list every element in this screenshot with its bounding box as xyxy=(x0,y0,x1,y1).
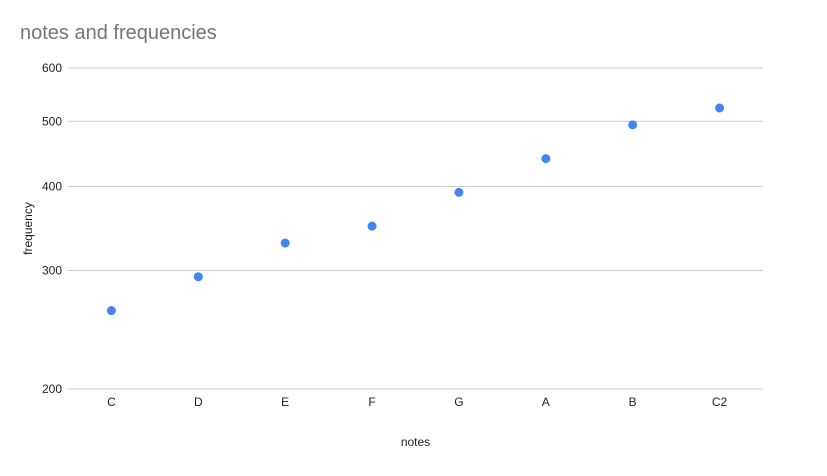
x-axis-ticks: C D E F G A B C2 xyxy=(107,395,727,409)
data-point xyxy=(106,306,116,316)
data-point xyxy=(454,187,464,197)
x-tick-label: B xyxy=(629,395,637,409)
y-axis-label: frequency xyxy=(21,202,35,255)
x-tick-label: C xyxy=(107,395,116,409)
y-axis-ticks: 200 300 400 500 600 xyxy=(42,61,62,396)
y-tick-label: 600 xyxy=(42,61,62,75)
y-tick-label: 400 xyxy=(42,179,62,193)
grid-lines xyxy=(68,67,763,390)
data-point xyxy=(280,238,290,248)
y-tick-label: 200 xyxy=(42,382,62,396)
data-points xyxy=(106,103,725,316)
data-point xyxy=(541,154,551,164)
x-tick-label: C2 xyxy=(712,395,728,409)
y-tick-label: 500 xyxy=(42,114,62,128)
x-tick-label: D xyxy=(194,395,203,409)
x-axis-label: notes xyxy=(401,435,430,449)
data-point xyxy=(715,103,725,113)
data-point xyxy=(193,272,203,282)
x-tick-label: E xyxy=(281,395,289,409)
chart-title: notes and frequencies xyxy=(20,22,217,44)
x-tick-label: G xyxy=(454,395,463,409)
data-point xyxy=(367,221,377,231)
y-tick-label: 300 xyxy=(42,264,62,278)
x-tick-label: A xyxy=(542,395,550,409)
x-tick-label: F xyxy=(368,395,375,409)
data-point xyxy=(628,120,638,130)
